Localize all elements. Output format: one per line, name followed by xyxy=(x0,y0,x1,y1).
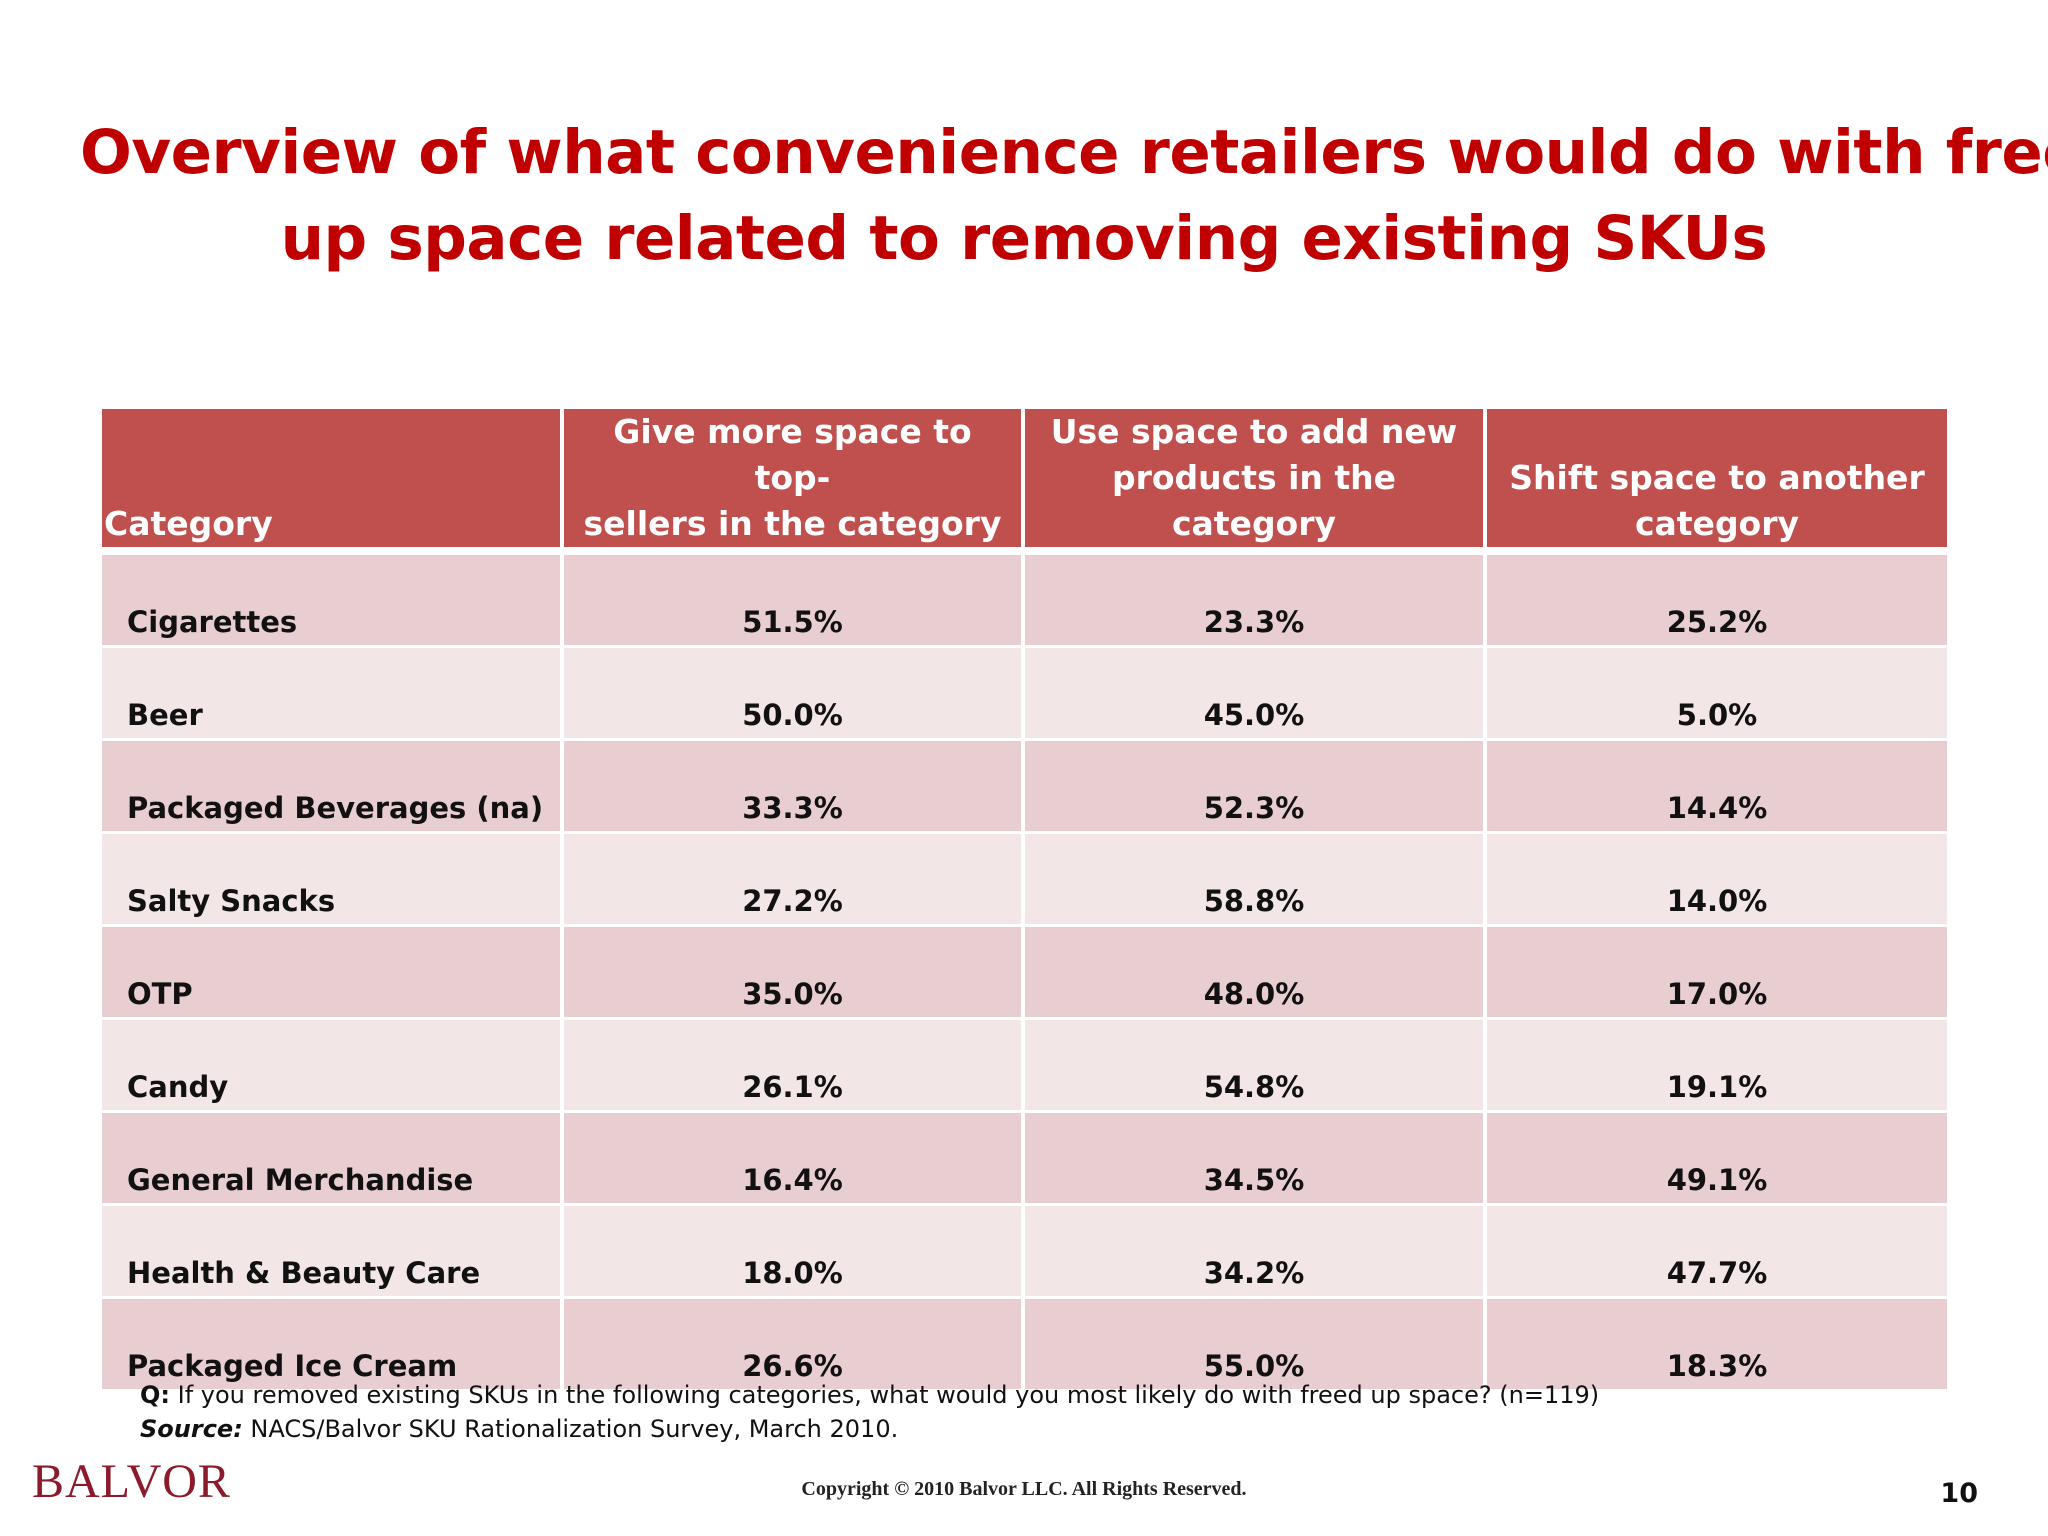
table-row: Cigarettes 51.5% 23.3% 25.2% xyxy=(102,551,1947,648)
table-row: Packaged Ice Cream 26.6% 55.0% 18.3% xyxy=(102,1297,1947,1392)
category-cell: Cigarettes xyxy=(102,551,564,648)
source-text: NACS/Balvor SKU Rationalization Survey, … xyxy=(242,1415,899,1443)
table-row: Beer 50.0% 45.0% 5.0% xyxy=(102,646,1947,741)
shift-space-cell: 14.0% xyxy=(1485,832,1947,927)
footnote: Q: If you removed existing SKUs in the f… xyxy=(140,1378,1599,1446)
header-top-sellers-line-2: sellers in the category xyxy=(583,504,1002,543)
shift-space-cell: 19.1% xyxy=(1485,1018,1947,1113)
top-sellers-cell: 16.4% xyxy=(562,1111,1025,1206)
top-sellers-cell: 26.6% xyxy=(562,1297,1025,1392)
source-label: Source: xyxy=(140,1415,243,1443)
shift-space-cell: 18.3% xyxy=(1485,1297,1947,1392)
category-cell: Salty Snacks xyxy=(102,832,564,927)
top-sellers-cell: 33.3% xyxy=(562,739,1025,834)
table-row: Candy 26.1% 54.8% 19.1% xyxy=(102,1018,1947,1113)
header-new-products-line-1: Use space to add new xyxy=(1050,412,1458,451)
category-cell: Health & Beauty Care xyxy=(102,1204,564,1299)
new-products-cell: 58.8% xyxy=(1023,832,1487,927)
new-products-cell: 34.5% xyxy=(1023,1111,1487,1206)
header-new-products: Use space to add new products in the cat… xyxy=(1023,409,1487,555)
top-sellers-cell: 35.0% xyxy=(562,925,1025,1020)
source-note: Source: NACS/Balvor SKU Rationalization … xyxy=(140,1412,1599,1446)
slide-title: Overview of what convenience retailers w… xyxy=(80,110,2048,282)
category-cell: Packaged Ice Cream xyxy=(102,1297,564,1392)
new-products-cell: 55.0% xyxy=(1023,1297,1487,1392)
title-line-1: Overview of what convenience retailers w… xyxy=(80,117,2048,188)
shift-space-cell: 25.2% xyxy=(1485,551,1947,648)
top-sellers-cell: 51.5% xyxy=(562,551,1025,648)
question-note: Q: If you removed existing SKUs in the f… xyxy=(140,1378,1599,1412)
new-products-cell: 52.3% xyxy=(1023,739,1487,834)
shift-space-cell: 49.1% xyxy=(1485,1111,1947,1206)
header-new-products-line-2: products in the category xyxy=(1111,458,1397,543)
top-sellers-cell: 50.0% xyxy=(562,646,1025,741)
new-products-cell: 23.3% xyxy=(1023,551,1487,648)
header-shift-space: Shift space to another category xyxy=(1485,409,1947,555)
category-cell: Candy xyxy=(102,1018,564,1113)
shift-space-cell: 47.7% xyxy=(1485,1204,1947,1299)
question-text: If you removed existing SKUs in the foll… xyxy=(170,1381,1600,1409)
table-row: Packaged Beverages (na) 33.3% 52.3% 14.4… xyxy=(102,739,1947,834)
table-row: General Merchandise 16.4% 34.5% 49.1% xyxy=(102,1111,1947,1206)
survey-results-table: Category Give more space to top- sellers… xyxy=(102,409,1947,1392)
top-sellers-cell: 27.2% xyxy=(562,832,1025,927)
table-row: OTP 35.0% 48.0% 17.0% xyxy=(102,925,1947,1020)
category-cell: General Merchandise xyxy=(102,1111,564,1206)
new-products-cell: 45.0% xyxy=(1023,646,1487,741)
header-category: Category xyxy=(102,409,564,555)
table-row: Salty Snacks 27.2% 58.8% 14.0% xyxy=(102,832,1947,927)
header-top-sellers: Give more space to top- sellers in the c… xyxy=(562,409,1025,555)
question-label: Q: xyxy=(140,1381,170,1409)
header-top-sellers-line-1: Give more space to top- xyxy=(613,412,972,497)
header-category-label: Category xyxy=(104,504,273,543)
category-cell: Packaged Beverages (na) xyxy=(102,739,564,834)
category-cell: Beer xyxy=(102,646,564,741)
shift-space-cell: 5.0% xyxy=(1485,646,1947,741)
table-row: Health & Beauty Care 18.0% 34.2% 47.7% xyxy=(102,1204,1947,1299)
category-cell: OTP xyxy=(102,925,564,1020)
balvor-logo: BALVOR xyxy=(32,1455,231,1508)
new-products-cell: 34.2% xyxy=(1023,1204,1487,1299)
top-sellers-cell: 26.1% xyxy=(562,1018,1025,1113)
new-products-cell: 54.8% xyxy=(1023,1018,1487,1113)
page-number: 10 xyxy=(1940,1478,1978,1509)
title-line-2: up space related to removing existing SK… xyxy=(280,203,1768,274)
header-shift-space-line-1: Shift space to another xyxy=(1509,458,1925,497)
top-sellers-cell: 18.0% xyxy=(562,1204,1025,1299)
table-header-row: Category Give more space to top- sellers… xyxy=(102,409,1947,555)
new-products-cell: 48.0% xyxy=(1023,925,1487,1020)
copyright-notice: Copyright © 2010 Balvor LLC. All Rights … xyxy=(801,1478,1247,1500)
shift-space-cell: 14.4% xyxy=(1485,739,1947,834)
header-shift-space-line-2: category xyxy=(1634,504,1800,543)
shift-space-cell: 17.0% xyxy=(1485,925,1947,1020)
